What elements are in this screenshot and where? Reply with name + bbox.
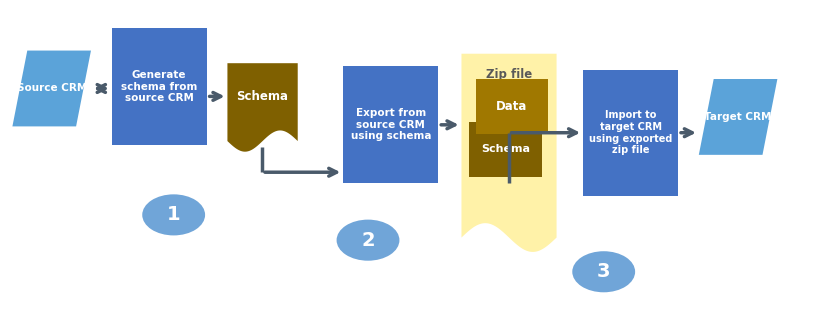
Text: Zip file: Zip file bbox=[486, 68, 532, 81]
Polygon shape bbox=[461, 54, 557, 252]
Text: Import to
target CRM
using exported
zip file: Import to target CRM using exported zip … bbox=[589, 110, 672, 155]
Text: Source CRM: Source CRM bbox=[17, 83, 87, 94]
FancyBboxPatch shape bbox=[583, 70, 678, 196]
Text: Data: Data bbox=[496, 100, 528, 113]
Text: Schema: Schema bbox=[237, 90, 289, 103]
Text: Target CRM: Target CRM bbox=[705, 112, 772, 122]
Text: 3: 3 bbox=[597, 262, 610, 281]
Text: 1: 1 bbox=[167, 205, 180, 224]
Text: Schema: Schema bbox=[480, 144, 530, 154]
FancyBboxPatch shape bbox=[476, 79, 548, 134]
Polygon shape bbox=[12, 51, 91, 126]
Text: 2: 2 bbox=[361, 231, 375, 250]
FancyBboxPatch shape bbox=[469, 122, 542, 177]
Polygon shape bbox=[227, 63, 298, 152]
Ellipse shape bbox=[142, 194, 205, 235]
FancyBboxPatch shape bbox=[343, 66, 438, 183]
Ellipse shape bbox=[337, 220, 399, 261]
Ellipse shape bbox=[572, 251, 635, 292]
Text: Generate
schema from
source CRM: Generate schema from source CRM bbox=[121, 70, 198, 104]
Polygon shape bbox=[699, 79, 777, 155]
Text: Export from
source CRM
using schema: Export from source CRM using schema bbox=[351, 108, 431, 142]
FancyBboxPatch shape bbox=[112, 28, 207, 145]
